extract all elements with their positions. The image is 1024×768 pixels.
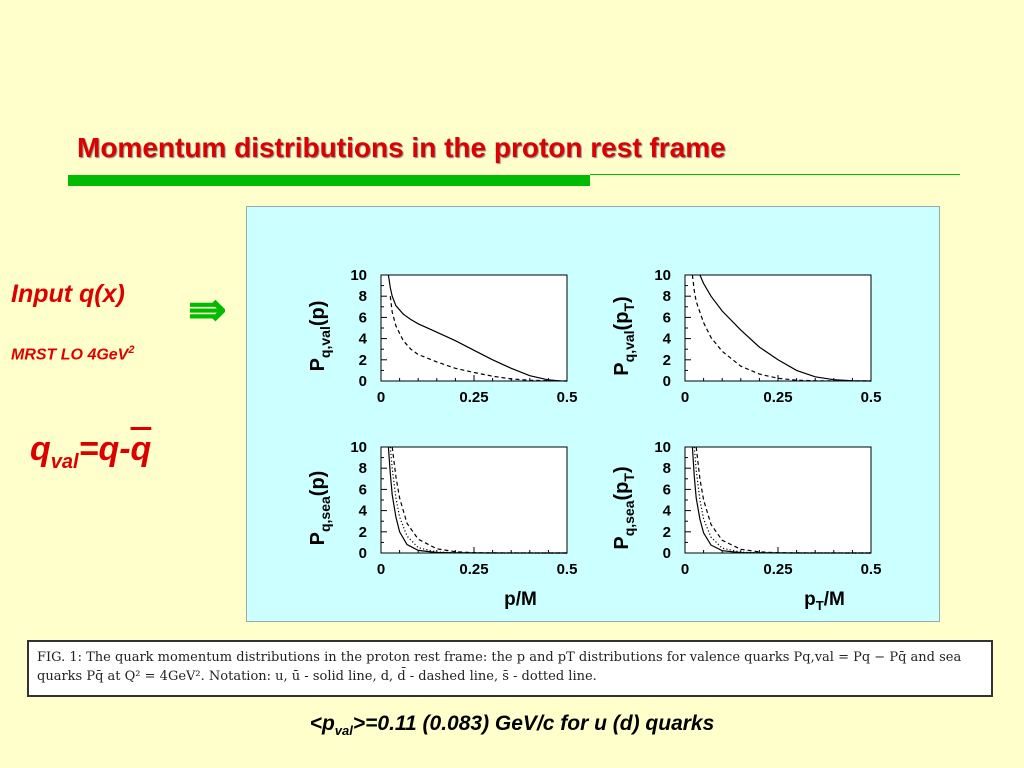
figure-caption: FIG. 1: The quark momentum distributions… [27, 640, 993, 697]
y-axis-label-2: Pq,sea(p) [307, 471, 333, 546]
mean-momentum-note: <pval>=0.11 (0.083) GeV/c for u (d) quar… [0, 712, 1024, 738]
y-tick-label-1-3: 6 [663, 309, 671, 326]
qval-sub: val [50, 450, 79, 473]
series-line-1-dashed [691, 274, 872, 382]
note-sub: val [334, 723, 353, 739]
series-line-2-dashed [391, 446, 568, 554]
plot-panel: 0 2 4 6 8 10 0 0.25 0.5 Pq,val(p) 0 2 4 6 8 10 0 0.25 0.5 P… [246, 206, 940, 622]
x-tick-label-0-0: 0 [377, 389, 385, 406]
y-tick-label-3-2: 4 [663, 503, 672, 520]
y-tick-label-1-2: 4 [663, 331, 672, 348]
y-tick-label-2-0: 0 [359, 545, 367, 562]
y-tick-label-3-1: 2 [663, 524, 671, 541]
mrst-label: MRST LO 4GeV2 [11, 344, 134, 364]
note-post: >=0.11 (0.083) GeV/c for u (d) quarks [352, 712, 715, 735]
y-axis-label-3: Pq,sea(pT) [611, 466, 637, 549]
input-label: Input q(x) [11, 280, 125, 308]
x-tick-label-0-2: 0.5 [557, 389, 578, 406]
title-underline-thick [68, 175, 590, 186]
y-tick-label-0-4: 8 [359, 288, 367, 305]
y-tick-label-2-4: 8 [359, 460, 367, 477]
series-line-0-solid [387, 274, 568, 382]
series-line-3-dotted [693, 446, 871, 554]
y-tick-label-2-1: 2 [359, 524, 367, 541]
x-tick-label-1-1: 0.25 [763, 389, 792, 406]
y-axis-label-0: Pq,val(p) [307, 301, 333, 372]
y-tick-label-0-5: 10 [350, 267, 367, 284]
x-tick-label-2-2: 0.5 [557, 561, 578, 578]
qval-qbar: q [130, 430, 152, 468]
y-tick-label-0-0: 0 [359, 373, 367, 390]
y-tick-label-1-4: 8 [663, 288, 671, 305]
y-tick-label-2-2: 4 [359, 503, 368, 520]
x-tick-label-2-1: 0.25 [459, 561, 488, 578]
qval-formula: qval=q-q [30, 430, 151, 474]
mrst-text: MRST LO 4GeV [11, 346, 129, 364]
mrst-sup: 2 [128, 344, 135, 356]
x-tick-label-0-1: 0.25 [459, 389, 488, 406]
x-tick-label-3-0: 0 [681, 561, 689, 578]
plot-frame-2 [380, 446, 568, 554]
y-tick-label-2-3: 6 [359, 481, 367, 498]
title-underline-thin [590, 174, 960, 175]
series-line-2-dotted [389, 446, 567, 554]
y-tick-label-1-5: 10 [654, 267, 671, 284]
x-tick-label-3-1: 0.25 [763, 561, 792, 578]
qval-q: q [30, 430, 51, 468]
y-tick-label-1-0: 0 [663, 373, 671, 390]
x-axis-label-3: pT/M [804, 589, 845, 613]
plot-frame-0 [380, 274, 568, 382]
y-tick-label-0-1: 2 [359, 352, 367, 369]
y-tick-label-0-3: 6 [359, 309, 367, 326]
y-tick-label-2-5: 10 [350, 439, 367, 456]
y-tick-label-3-5: 10 [654, 439, 671, 456]
series-line-3-dashed [695, 446, 872, 554]
x-tick-label-1-0: 0 [681, 389, 689, 406]
x-axis-label-2: p/M [504, 589, 537, 610]
y-tick-label-3-4: 8 [663, 460, 671, 477]
arrow-right-icon: ⇛ [188, 283, 227, 335]
series-line-1-solid [699, 274, 872, 382]
y-tick-label-0-2: 4 [359, 331, 368, 348]
y-axis-label-1: Pq,val(pT) [611, 296, 637, 375]
qval-eq: =q- [78, 430, 131, 468]
plot-frame-3 [684, 446, 872, 554]
x-tick-label-2-0: 0 [377, 561, 385, 578]
note-pre: <p [309, 712, 335, 735]
y-tick-label-1-1: 2 [663, 352, 671, 369]
slide-title: Momentum distributions in the proton res… [77, 132, 726, 163]
y-tick-label-3-3: 6 [663, 481, 671, 498]
plot-frame-1 [684, 274, 872, 382]
x-tick-label-3-2: 0.5 [861, 561, 882, 578]
x-tick-label-1-2: 0.5 [861, 389, 882, 406]
plots-svg: 0 2 4 6 8 10 0 0.25 0.5 Pq,val(p) 0 2 4 6 8 10 0 0.25 0.5 P… [307, 267, 882, 613]
y-tick-label-3-0: 0 [663, 545, 671, 562]
